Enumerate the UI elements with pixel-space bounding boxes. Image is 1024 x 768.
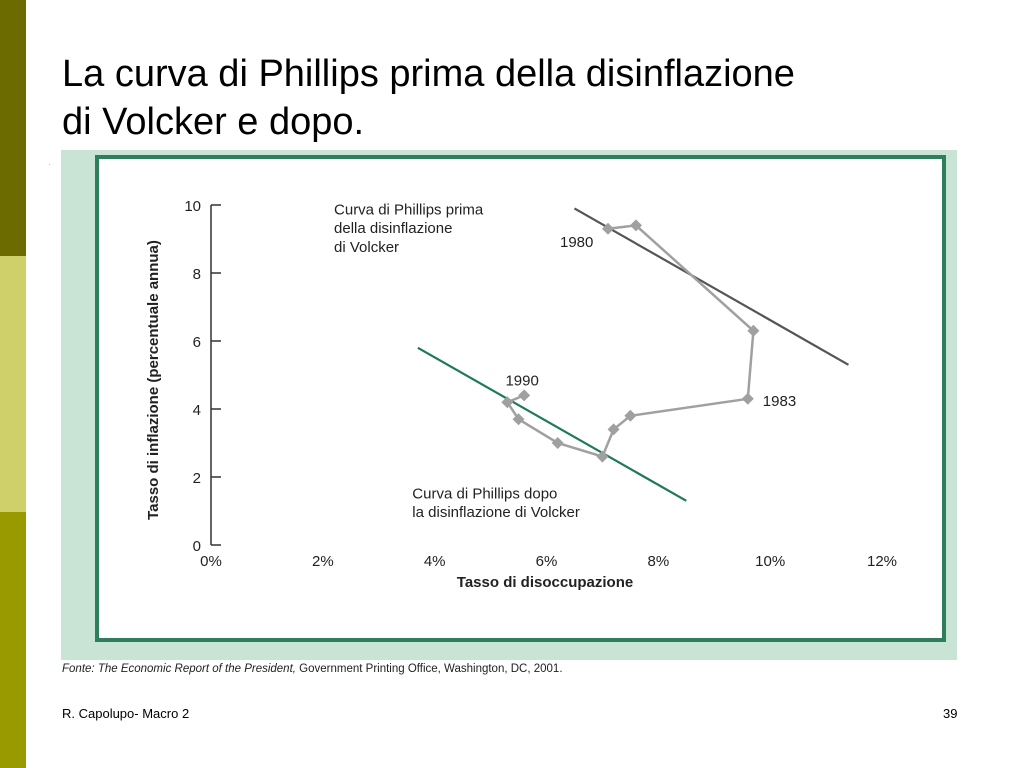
phillips-curve-before <box>573 207 849 366</box>
decorative-dot: · <box>48 160 51 169</box>
curve-annotation: della disinflazione <box>334 220 452 237</box>
y-tick-label: 10 <box>184 198 201 215</box>
data-point <box>512 413 525 426</box>
y-tick-label: 4 <box>193 402 201 419</box>
curve-annotation: Curva di Phillips prima <box>334 201 484 218</box>
data-point <box>607 423 620 436</box>
y-tick-label: 8 <box>193 266 201 283</box>
data-point <box>551 437 564 449</box>
data-point <box>629 219 642 232</box>
curve-annotation: di Volcker <box>334 239 399 256</box>
year-label-1990: 1990 <box>505 372 538 389</box>
x-tick-label: 4% <box>424 553 446 570</box>
y-axis-label: Tasso di inflazione (percentuale annua) <box>145 240 162 520</box>
sidebar-band-dark <box>0 0 26 256</box>
source-publication: The Economic Report of the President, <box>97 663 296 675</box>
data-point <box>518 389 531 402</box>
slide-title-line2: di Volcker e dopo. <box>62 101 365 143</box>
curve-annotation: Curva di Phillips dopo <box>412 485 557 502</box>
x-tick-label: 0% <box>200 553 222 570</box>
sidebar-band-mid <box>0 512 26 768</box>
footer-author: R. Capolupo- Macro 2 <box>62 706 190 721</box>
x-tick-label: 12% <box>867 553 897 570</box>
x-tick-label: 10% <box>755 553 785 570</box>
data-point <box>602 222 615 235</box>
footer-page-number: 39 <box>943 706 958 721</box>
source-label: Fonte: <box>62 663 95 675</box>
x-tick-label: 8% <box>647 553 669 570</box>
slide-title-line1: La curva di Phillips prima della disinfl… <box>62 53 795 95</box>
data-point <box>624 409 637 422</box>
sidebar-band-light <box>0 256 26 512</box>
x-tick-label: 6% <box>536 553 558 570</box>
data-point <box>501 396 514 409</box>
slide-title: La curva di Phillips prima della disinfl… <box>62 50 992 146</box>
y-tick-label: 6 <box>193 334 201 351</box>
inflation-path <box>505 224 755 459</box>
data-point <box>596 450 609 463</box>
y-tick-label: 2 <box>193 470 201 487</box>
y-tick-label: 0 <box>193 538 201 555</box>
source-rest: Government Printing Office, Washington, … <box>299 663 563 675</box>
source-note: Fonte: The Economic Report of the Presid… <box>62 663 563 675</box>
curve-annotation: la disinflazione di Volcker <box>412 504 580 521</box>
data-point <box>747 324 760 337</box>
year-label-1980: 1980 <box>560 234 593 251</box>
x-axis-label: Tasso di disoccupazione <box>457 574 633 591</box>
phillips-curve-after <box>417 346 687 502</box>
sidebar-color-bands <box>0 0 26 768</box>
year-label-1983: 1983 <box>763 393 796 410</box>
figure-frame <box>95 155 946 642</box>
x-tick-label: 2% <box>312 553 334 570</box>
data-point <box>741 392 754 405</box>
